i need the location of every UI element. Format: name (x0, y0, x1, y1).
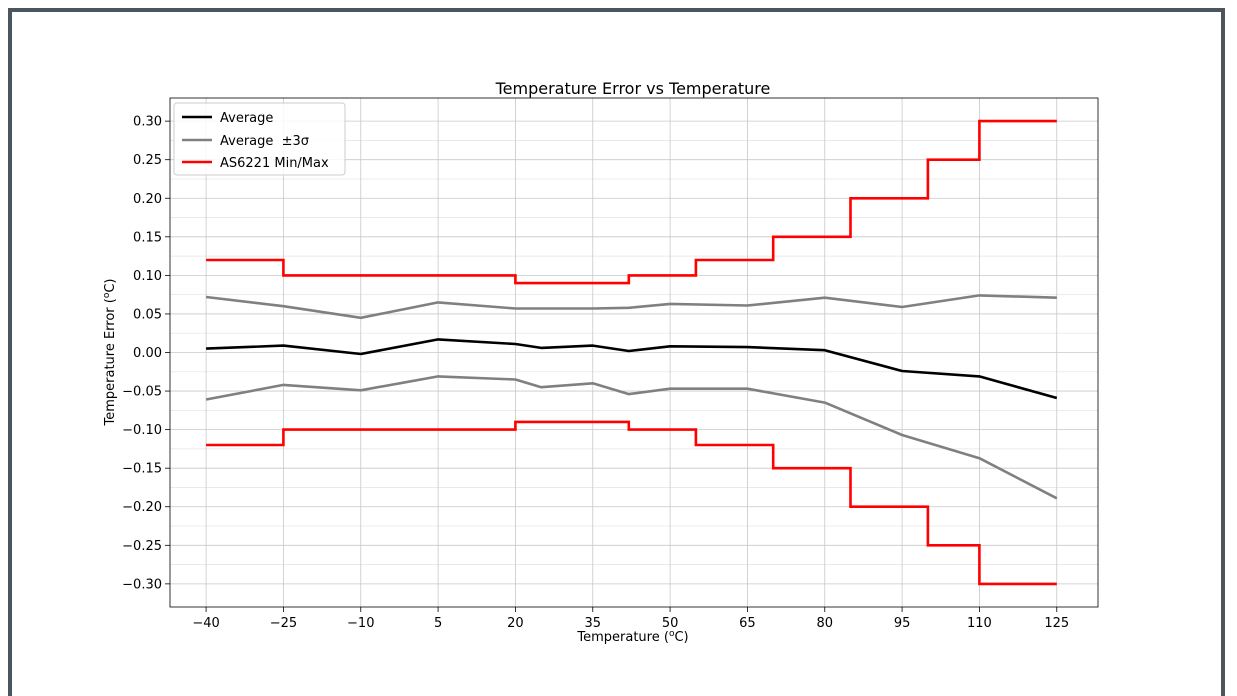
y-tick-label: −0.15 (122, 462, 162, 477)
y-tick-label: 0.15 (133, 230, 162, 245)
legend-box (173, 102, 346, 176)
y-axis-label-superscript: o (102, 292, 112, 298)
series-minus-3sigma-line (205, 375, 1058, 500)
x-tick-label: 50 (662, 616, 679, 631)
x-tick-label: 65 (739, 616, 756, 631)
y-axis-label: Temperature Error (oC) (102, 278, 118, 426)
legend-label-average-3sigma: Average ±3σ (220, 134, 309, 149)
x-axis-label-main: Temperature ( (576, 630, 669, 645)
y-tick-label: −0.05 (122, 385, 162, 400)
grid (170, 98, 1098, 607)
series-min-limit-line (206, 420, 1057, 586)
y-tick-label: −0.30 (122, 577, 162, 592)
x-tick-label: 35 (584, 616, 601, 631)
y-tick-label: −0.20 (122, 500, 162, 515)
chart-title: Temperature Error vs Temperature (495, 79, 771, 98)
y-axis-label-main: Temperature Error ( (103, 298, 118, 426)
series-plus-3sigma-line (205, 294, 1057, 320)
x-tick-label: 110 (967, 616, 992, 631)
legend-label-min-max: AS6221 Min/Max (220, 156, 329, 171)
x-tick-label: 80 (816, 616, 833, 631)
ticks: −40 −25 −10 5 20 35 50 65 80 95 110 125 −0.30 −0.25 −0… (122, 115, 1069, 631)
y-tick-label: 0.30 (133, 115, 162, 130)
x-axis-label: Temperature (oC) (576, 629, 688, 645)
y-tick-label: 0.20 (133, 192, 162, 207)
x-tick-label: 125 (1044, 616, 1069, 631)
y-tick-label: 0.25 (133, 153, 162, 168)
x-tick-label: −10 (347, 616, 374, 631)
x-tick-label: −40 (192, 616, 219, 631)
y-tick-label: 0.00 (133, 346, 162, 361)
x-axis-label-unit: C) (674, 630, 688, 645)
y-tick-label: −0.10 (122, 423, 162, 438)
y-tick-label: 0.05 (133, 307, 162, 322)
x-tick-label: 95 (894, 616, 911, 631)
x-tick-label: −25 (270, 616, 297, 631)
x-tick-label: 20 (507, 616, 524, 631)
series-max-limit-line (206, 119, 1057, 285)
series-average-line (206, 338, 1058, 400)
y-tick-label: 0.10 (133, 269, 162, 284)
y-axis-label-unit: C) (103, 278, 118, 292)
legend-label-average: Average (220, 111, 273, 126)
x-axis-label-superscript: o (669, 629, 675, 639)
y-tick-label: −0.25 (122, 539, 162, 554)
legend: Average Average ±3σ AS6221 Min/Max (173, 102, 346, 176)
series-layer (205, 119, 1058, 586)
x-tick-label: 5 (434, 616, 442, 631)
